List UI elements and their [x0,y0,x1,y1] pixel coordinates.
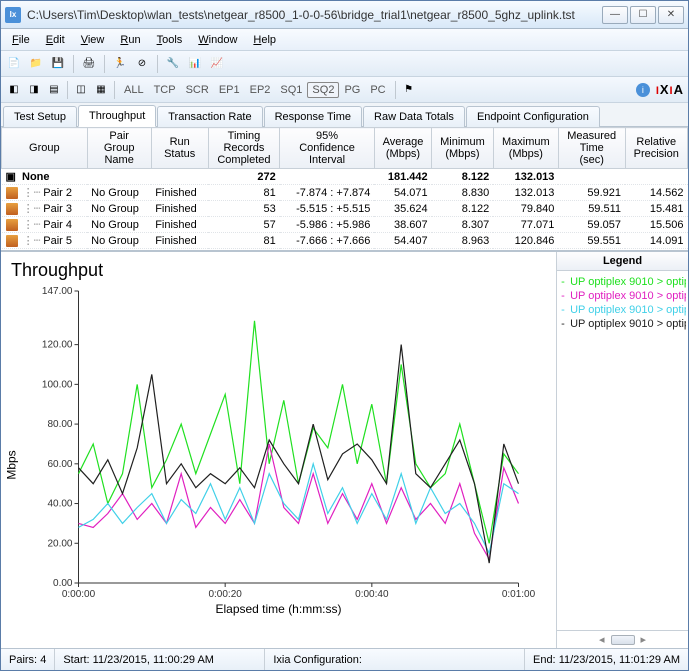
col-header[interactable]: Average(Mbps) [374,128,431,169]
svg-text:0:00:00: 0:00:00 [62,589,96,600]
tab-raw-data-totals[interactable]: Raw Data Totals [363,106,465,127]
close-button[interactable]: ✕ [658,6,684,24]
throughput-chart: 0.00 20.00 40.00 60.00 80.00 100.00 120.00 147.… [11,285,546,605]
legend-item[interactable]: - UP optiplex 9010 > optip [559,317,686,331]
svg-text:0:00:40: 0:00:40 [355,589,389,600]
window-title: C:\Users\Tim\Desktop\wlan_tests\netgear_… [27,8,602,22]
opt3-icon[interactable]: ▤ [45,81,63,99]
chart-ylabel: Mbps [5,450,19,479]
tool3-icon[interactable]: 📈 [208,55,226,73]
app-icon: Ix [5,7,21,23]
menu-help[interactable]: Help [246,32,283,48]
legend-pane: Legend - UP optiplex 9010 > optip- UP op… [556,252,688,648]
legend-title: Legend [557,252,688,271]
tab-transaction-rate[interactable]: Transaction Rate [157,106,262,127]
svg-text:80.00: 80.00 [47,419,72,430]
filter-all[interactable]: ALL [119,82,149,98]
tool2-icon[interactable]: 📊 [186,55,204,73]
menu-window[interactable]: Window [191,32,244,48]
save-icon[interactable]: 💾 [49,55,67,73]
opt4-icon[interactable]: ◫ [72,81,90,99]
legend-item[interactable]: - UP optiplex 9010 > optip [559,289,686,303]
opt1-icon[interactable]: ◧ [5,81,23,99]
filter-sq2[interactable]: SQ2 [307,82,339,98]
legend-item[interactable]: - UP optiplex 9010 > optip [559,275,686,289]
open-icon[interactable]: 📁 [27,55,45,73]
col-header[interactable]: Maximum(Mbps) [493,128,558,169]
filter-ep2[interactable]: EP2 [245,82,276,98]
table-row[interactable]: ⋮┈ Pair 3No GroupFinished53-5.515 : +5.5… [2,201,688,217]
titlebar: Ix C:\Users\Tim\Desktop\wlan_tests\netge… [1,1,688,29]
opt2-icon[interactable]: ◨ [25,81,43,99]
svg-text:100.00: 100.00 [42,379,73,390]
tab-throughput[interactable]: Throughput [78,105,156,127]
info-icon[interactable]: i [636,83,650,97]
col-header[interactable]: Minimum(Mbps) [432,128,494,169]
chart-pane: Throughput Mbps 0.00 20.00 40.00 60.00 80.00… [1,252,556,648]
legend-scrollbar[interactable]: ◂▸ [557,630,688,648]
status-end: End: 11/23/2015, 11:01:29 AM [525,649,688,670]
menu-edit[interactable]: Edit [39,32,72,48]
svg-text:60.00: 60.00 [47,459,72,470]
summary-row[interactable]: ▣ None272181.4428.122132.013 [2,169,688,185]
col-header[interactable]: PairGroupName [87,128,151,169]
svg-text:0:00:20: 0:00:20 [208,589,242,600]
run-icon[interactable]: 🏃 [111,55,129,73]
minimize-button[interactable]: — [602,6,628,24]
legend-item[interactable]: - UP optiplex 9010 > optip [559,303,686,317]
toolbar-filters: ◧ ◨ ▤ ◫ ▦ ALLTCPSCREP1EP2SQ1SQ2PGPC ⚑ i … [1,77,688,103]
table-row[interactable]: ⋮┈ Pair 5No GroupFinished81-7.666 : +7.6… [2,233,688,249]
tab-endpoint-configuration[interactable]: Endpoint Configuration [466,106,600,127]
col-header[interactable]: 95%ConfidenceInterval [280,128,375,169]
chart-area: Throughput Mbps 0.00 20.00 40.00 60.00 80.00… [1,251,688,648]
svg-text:120.00: 120.00 [42,340,73,351]
menu-view[interactable]: View [74,32,112,48]
status-start: Start: 11/23/2015, 11:00:29 AM [55,649,265,670]
chart-title: Throughput [11,260,546,281]
filter-ep1[interactable]: EP1 [214,82,245,98]
data-grid: GroupPairGroupNameRunStatusTimingRecords… [1,127,688,251]
menu-run[interactable]: Run [113,32,147,48]
svg-text:147.00: 147.00 [42,286,73,297]
svg-text:0.00: 0.00 [53,578,73,589]
col-header[interactable]: RelativePrecision [625,128,687,169]
table-row[interactable]: ⋮┈ Pair 4No GroupFinished57-5.986 : +5.9… [2,217,688,233]
filter-scr[interactable]: SCR [181,82,214,98]
brand-logo: IXIA [656,82,684,97]
col-header[interactable]: MeasuredTime(sec) [558,128,625,169]
svg-text:40.00: 40.00 [47,499,72,510]
menubar: FileEditViewRunToolsWindowHelp [1,29,688,51]
opt5-icon[interactable]: ▦ [92,81,110,99]
menu-tools[interactable]: Tools [150,32,190,48]
new-icon[interactable]: 📄 [5,55,23,73]
toolbar-main: 📄 📁 💾 🖨 🏃 ⊘ 🔧 📊 📈 [1,51,688,77]
statusbar: Pairs: 4 Start: 11/23/2015, 11:00:29 AM … [1,648,688,670]
status-config: Ixia Configuration: [265,649,525,670]
svg-text:0:01:00: 0:01:00 [502,589,536,600]
tab-test-setup[interactable]: Test Setup [3,106,77,127]
tool1-icon[interactable]: 🔧 [164,55,182,73]
app-window: Ix C:\Users\Tim\Desktop\wlan_tests\netge… [0,0,689,671]
filter-tcp[interactable]: TCP [149,82,181,98]
stop-icon[interactable]: ⊘ [133,55,151,73]
col-header[interactable]: RunStatus [151,128,208,169]
filter-pc[interactable]: PC [365,82,390,98]
flag-icon[interactable]: ⚑ [400,81,418,99]
filter-pg[interactable]: PG [339,82,365,98]
col-header[interactable]: Group [2,128,88,169]
menu-file[interactable]: File [5,32,37,48]
print-icon[interactable]: 🖨 [80,55,98,73]
filter-sq1[interactable]: SQ1 [275,82,307,98]
tabstrip: Test SetupThroughputTransaction RateResp… [1,103,688,127]
col-header[interactable]: TimingRecordsCompleted [208,128,280,169]
table-row[interactable]: ⋮┈ Pair 2No GroupFinished81-7.874 : +7.8… [2,185,688,201]
svg-text:20.00: 20.00 [47,538,72,549]
status-pairs: Pairs: 4 [1,649,55,670]
tab-response-time[interactable]: Response Time [264,106,362,127]
maximize-button[interactable]: ☐ [630,6,656,24]
